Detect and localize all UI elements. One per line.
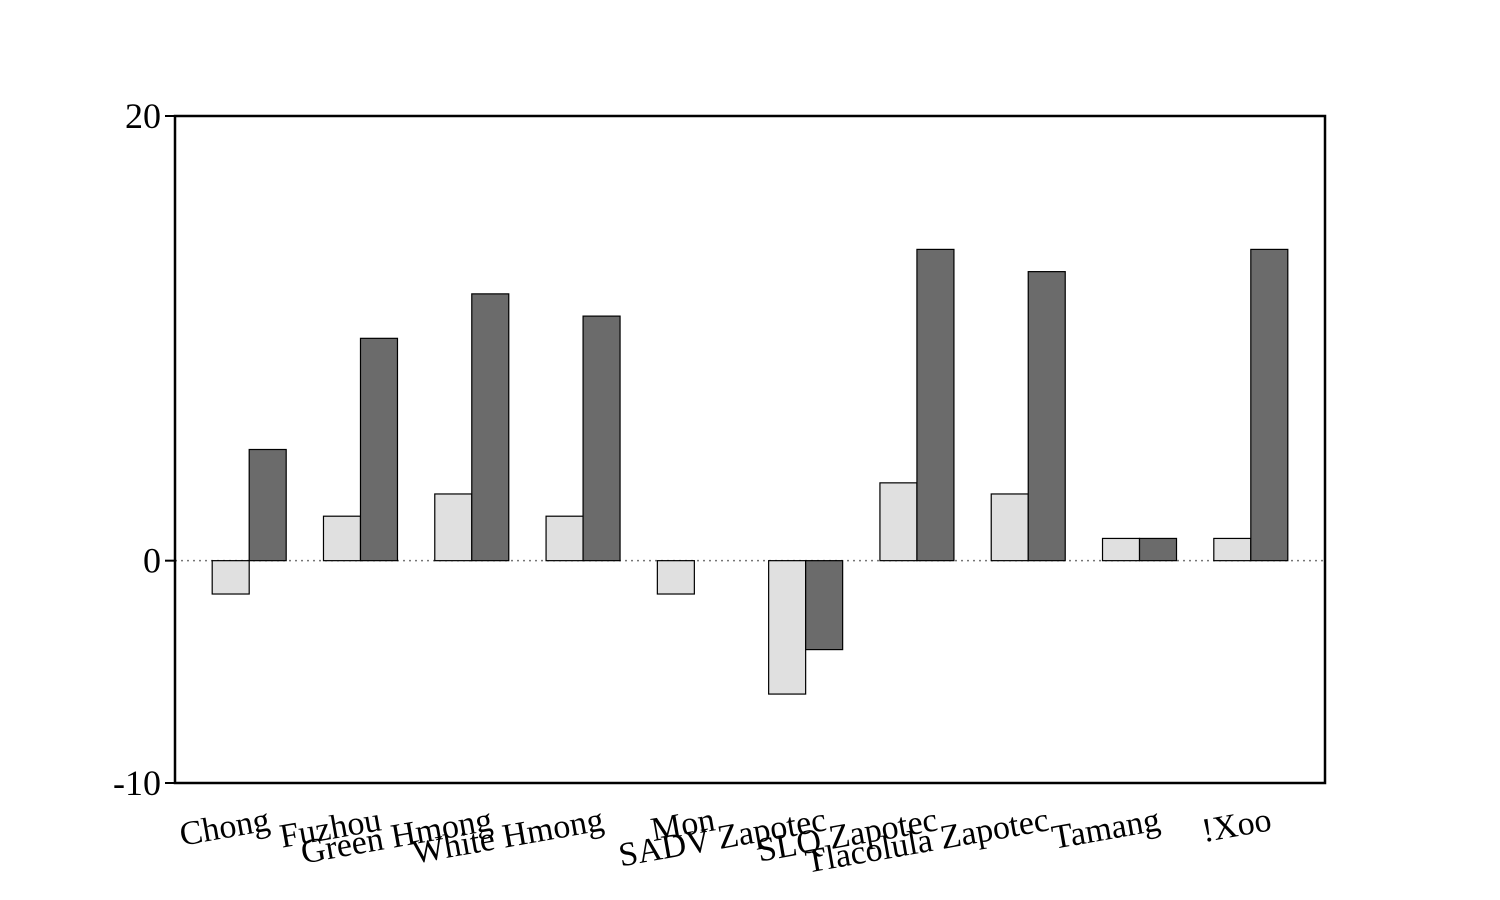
plot-frame xyxy=(173,114,1327,785)
y-tick-label: 20 xyxy=(125,96,161,136)
bar xyxy=(1101,537,1141,562)
x-tick-label: !Xoo xyxy=(1199,801,1274,850)
x-tick-label: Chong xyxy=(177,801,273,853)
bar xyxy=(1138,537,1178,562)
bar xyxy=(879,482,918,562)
bar xyxy=(1213,537,1252,562)
x-tick-label: Tamang xyxy=(1049,801,1163,856)
bar xyxy=(471,293,510,562)
bar xyxy=(768,560,807,695)
bar xyxy=(1250,248,1289,562)
bar xyxy=(805,560,844,651)
bar xyxy=(990,493,1029,562)
bar xyxy=(211,560,250,595)
y-tick-label: 0 xyxy=(143,541,161,581)
bar xyxy=(656,560,695,595)
bar xyxy=(545,515,584,562)
bar xyxy=(359,337,399,562)
bar xyxy=(322,515,362,562)
bar xyxy=(248,448,287,562)
bar xyxy=(1027,271,1066,562)
y-tick-label: -10 xyxy=(113,763,161,803)
bar xyxy=(916,248,955,562)
bar xyxy=(582,315,621,562)
bar xyxy=(434,493,473,562)
